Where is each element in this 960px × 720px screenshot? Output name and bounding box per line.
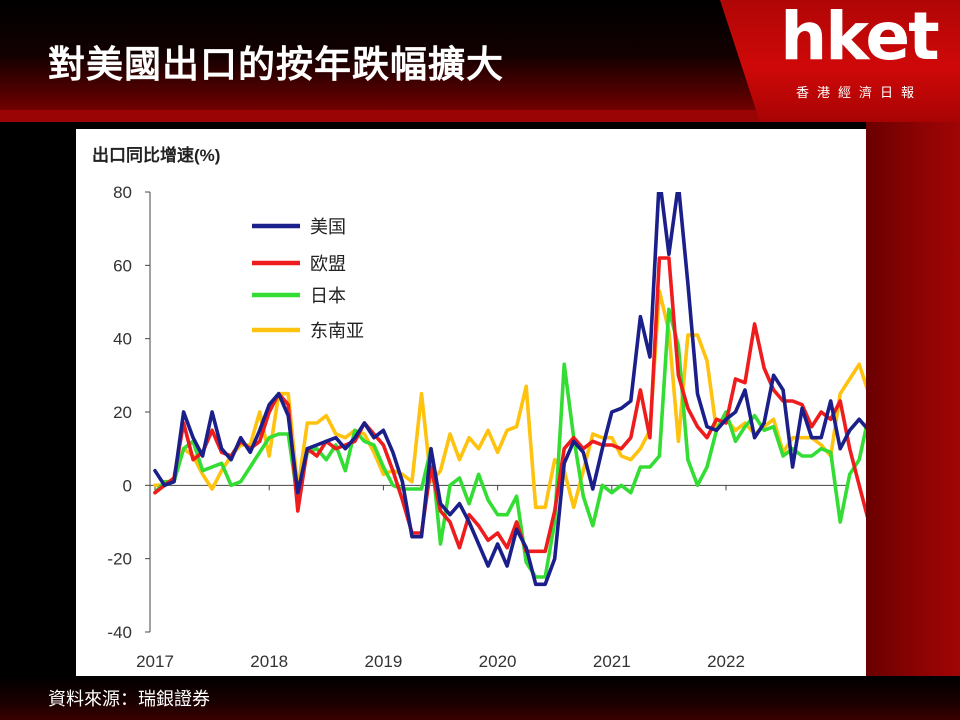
x-tick-label: 2018: [250, 652, 288, 671]
x-tick-label: 2019: [364, 652, 402, 671]
y-tick-label: 60: [113, 256, 132, 275]
series-line-asean: [153, 289, 870, 510]
bottom-band: [0, 676, 960, 720]
series-lines: [153, 192, 870, 587]
legend-label-jp: 日本: [310, 286, 346, 306]
hket-logo-subtitle: 香港經濟日報: [795, 86, 922, 101]
y-tick-label: -20: [107, 550, 132, 569]
hket-logo: hket: [780, 0, 939, 75]
x-tick-label: 2021: [593, 652, 631, 671]
y-tick-label: 20: [113, 403, 132, 422]
legend-label-us: 美国: [310, 217, 346, 237]
x-tick-label: 2017: [136, 652, 174, 671]
source-note: 資料來源：瑞銀證券: [48, 689, 210, 710]
chart-panel: 出口同比增速(%) 80 60 40 20 0 -20 -40 2017 2018 2019 202…: [76, 129, 870, 676]
y-tick-label: 80: [113, 183, 132, 202]
series-line-us: [153, 192, 870, 587]
header-red-band: [0, 110, 960, 122]
y-tick-label: 40: [113, 330, 132, 349]
x-tick-label: 2022: [707, 652, 745, 671]
logo-panel: [720, 0, 960, 122]
x-tick-label: 2020: [479, 652, 517, 671]
y-tick-label: 0: [123, 476, 132, 495]
right-red-panel: [866, 122, 960, 720]
page-title: 對美國出口的按年跌幅擴大: [48, 43, 504, 86]
y-tick-label: -40: [107, 623, 132, 642]
legend-label-asean: 东南亚: [310, 321, 364, 341]
y-axis-label: 出口同比增速(%): [92, 145, 220, 165]
legend-label-eu: 欧盟: [310, 254, 346, 274]
